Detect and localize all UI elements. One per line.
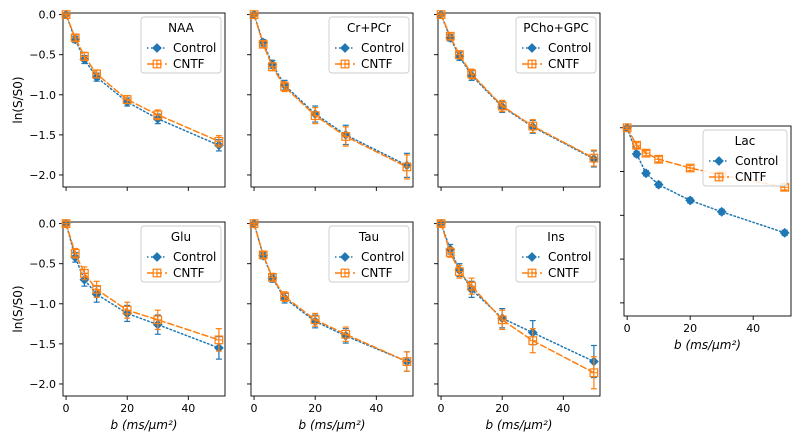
legend: Ins Control CNTF	[515, 225, 597, 283]
legend-label-cntf: CNTF	[548, 266, 580, 280]
y-tick-label: −1.0	[29, 89, 56, 102]
legend: Lac Control CNTF	[702, 129, 788, 187]
y-tick-label: −0.5	[29, 258, 56, 271]
legend-label-control: Control	[548, 250, 591, 264]
x-tick-label: 40	[556, 402, 570, 415]
axes-frame	[437, 221, 601, 397]
legend-box	[328, 225, 410, 283]
x-axis-label: b (ms/μm²)	[486, 418, 553, 432]
legend-box	[515, 225, 597, 283]
x-tick-label: 40	[181, 402, 195, 415]
panel-pcho-gpc: PCho+GPC Control CNTF	[434, 9, 601, 191]
data-point-control	[779, 227, 790, 238]
legend-label-control: Control	[361, 41, 404, 55]
legend-box	[140, 225, 222, 283]
legend-label-control: Control	[173, 41, 216, 55]
data-point-control	[641, 168, 651, 179]
series-cntf	[436, 10, 599, 167]
legend-label-cntf: CNTF	[173, 266, 205, 280]
series-cntf	[436, 219, 599, 390]
legend: Cr+PCr Control CNTF	[328, 16, 410, 74]
legend-marker-control	[527, 252, 537, 262]
data-point-control	[653, 179, 664, 190]
legend-title: NAA	[168, 21, 195, 35]
x-tick-label: 0	[63, 402, 70, 415]
y-tick-label: −1.5	[29, 338, 56, 351]
y-tick-label: −1.5	[29, 129, 56, 142]
legend-label-control: Control	[173, 250, 216, 264]
legend-marker-control	[152, 43, 162, 53]
x-tick-label: 40	[369, 402, 383, 415]
legend-marker-control	[340, 43, 350, 53]
legend-box	[702, 129, 788, 187]
x-tick-label: 0	[438, 402, 445, 415]
legend-title: Cr+PCr	[347, 21, 391, 35]
x-tick-label: 40	[746, 322, 760, 335]
y-tick-label: −2.0	[29, 169, 56, 182]
legend-label-cntf: CNTF	[735, 170, 767, 184]
y-tick-label: 0.0	[39, 9, 57, 22]
legend-label-cntf: CNTF	[361, 57, 393, 71]
legend-label-cntf: CNTF	[548, 57, 580, 71]
data-point-control	[631, 149, 642, 159]
legend-marker-control	[340, 252, 350, 262]
y-axis-label: ln(S/S0)	[11, 285, 25, 332]
data-point-control	[716, 206, 727, 217]
x-axis-label: b (ms/μm²)	[674, 338, 741, 352]
axes-frame	[62, 221, 226, 397]
x-tick-label: 20	[683, 322, 697, 335]
x-axis-label: b (ms/μm²)	[111, 418, 178, 432]
panel-ins: 0 20 40b (ms/μm²) Ins Control CNTF	[434, 218, 601, 432]
x-tick-label: 20	[308, 402, 322, 415]
x-tick-label: 0	[624, 322, 631, 335]
legend: Tau Control CNTF	[328, 225, 410, 283]
legend-label-control: Control	[735, 154, 778, 168]
legend-title: Tau	[358, 230, 379, 244]
x-axis-label: b (ms/μm²)	[299, 418, 366, 432]
panel-cr-pcr: Cr+PCr Control CNTF	[247, 9, 414, 191]
y-axis-label: ln(S/S0)	[11, 76, 25, 123]
legend-box	[140, 16, 222, 74]
x-tick-label: 20	[495, 402, 509, 415]
axes-frame	[250, 221, 414, 397]
legend: NAA Control CNTF	[140, 16, 222, 74]
legend-label-cntf: CNTF	[173, 57, 205, 71]
legend-marker-control	[527, 43, 537, 53]
legend-title: Lac	[735, 134, 756, 148]
x-tick-label: 0	[251, 402, 258, 415]
legend-title: PCho+GPC	[523, 21, 589, 35]
series-cntf	[61, 219, 224, 352]
legend: Glu Control CNTF	[140, 225, 222, 283]
data-point-control	[685, 195, 696, 206]
legend-title: Glu	[171, 230, 191, 244]
x-tick-label: 20	[120, 402, 134, 415]
legend-label-control: Control	[361, 250, 404, 264]
y-tick-label: 0.0	[39, 218, 57, 231]
legend: PCho+GPC Control CNTF	[515, 16, 597, 74]
legend-label-control: Control	[548, 41, 591, 55]
series-cntf	[249, 219, 412, 372]
series-cntf	[249, 10, 412, 180]
panel-lac: 0 20 40 b (ms/μm²) Lac Control CNTF	[620, 122, 792, 352]
legend-label-cntf: CNTF	[361, 266, 393, 280]
panel-tau: 0 20 40b (ms/μm²) Tau Control CNTF	[247, 218, 414, 432]
y-tick-label: −0.5	[29, 49, 56, 62]
legend-marker-control	[714, 156, 724, 166]
legend-title: Ins	[547, 230, 564, 244]
axes-frame	[62, 12, 226, 188]
axes-frame	[623, 125, 792, 317]
legend-box	[328, 16, 410, 74]
series-cntf	[61, 10, 224, 148]
axes-frame	[437, 12, 601, 188]
panel-glu: 0 20 40 0.0 −0.5 −1.0 −1.5 −2.0 ln(S/S0) b (ms/μm…	[11, 218, 226, 432]
legend-marker-control	[152, 252, 162, 262]
y-tick-label: −1.0	[29, 298, 56, 311]
legend-box	[515, 16, 597, 74]
axes-frame	[250, 12, 414, 188]
y-tick-label: −2.0	[29, 378, 56, 391]
panel-naa: 0.0 −0.5 −1.0 −1.5 −2.0 ln(S/S0) NAA Control CNT…	[11, 9, 226, 191]
